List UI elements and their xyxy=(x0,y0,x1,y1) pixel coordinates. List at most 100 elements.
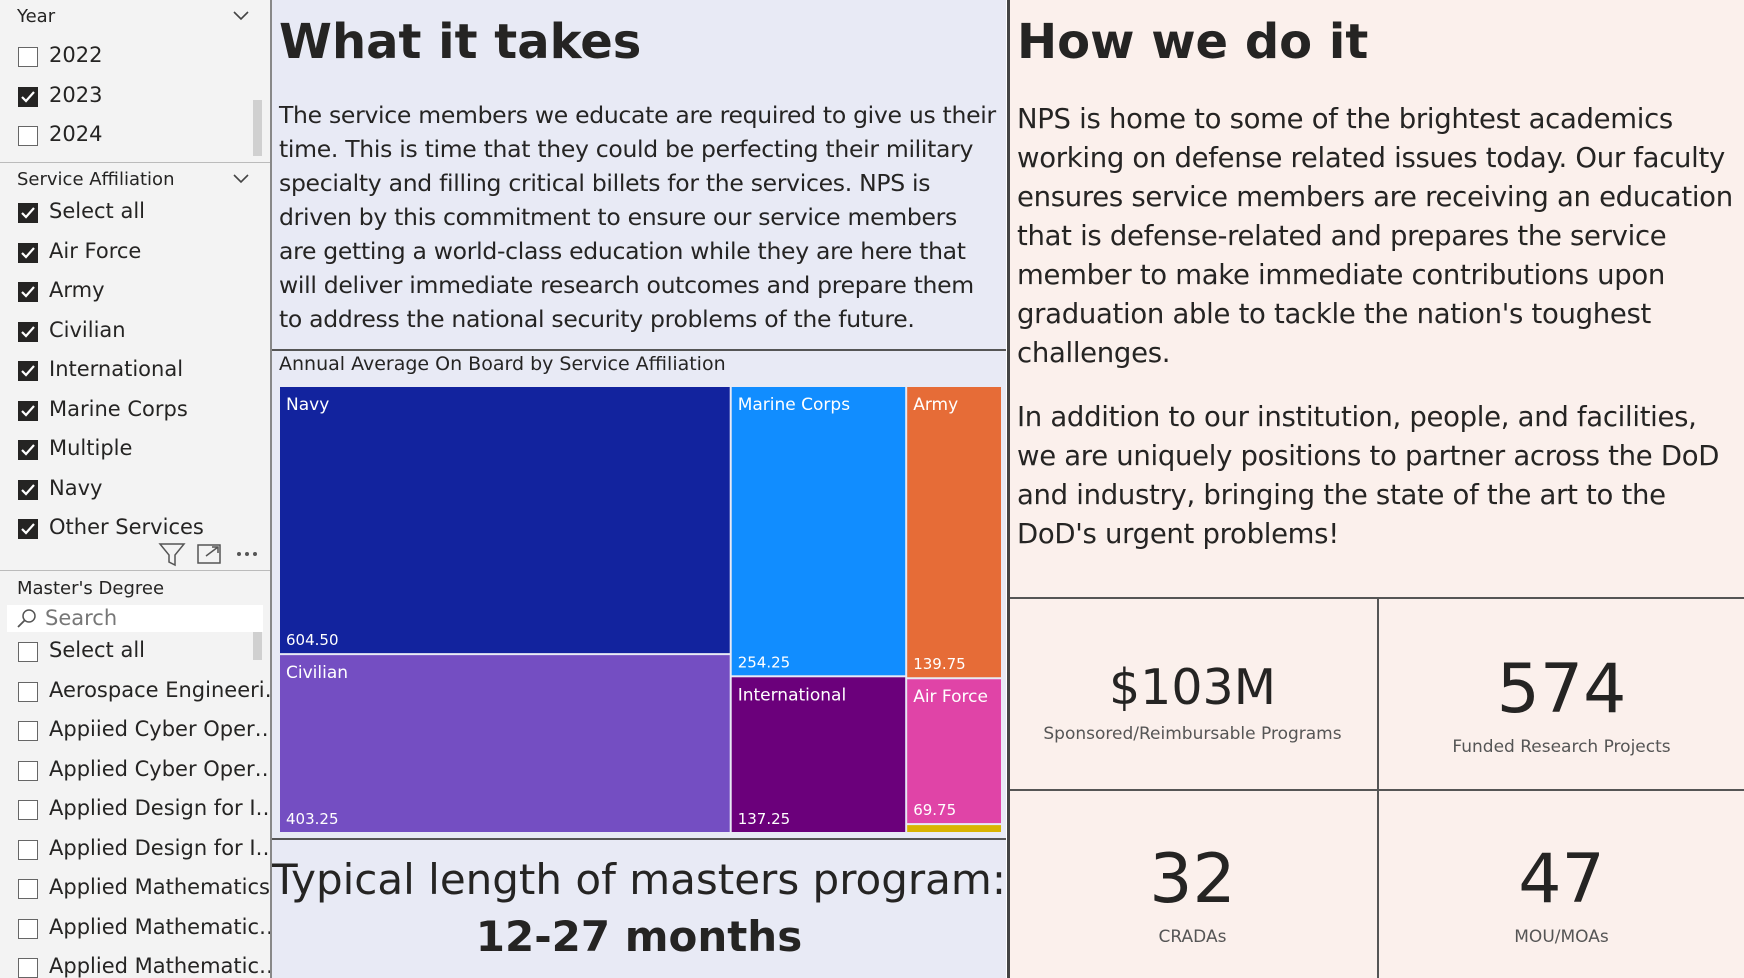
checkbox[interactable] xyxy=(18,800,38,820)
chevron[interactable] xyxy=(232,8,250,22)
divider xyxy=(0,162,270,163)
checkbox[interactable] xyxy=(18,721,38,741)
tile-value: 69.75 xyxy=(913,801,956,819)
slicer-item[interactable]: Air Force xyxy=(49,238,142,263)
checkbox[interactable] xyxy=(18,361,38,381)
checkbox[interactable] xyxy=(18,918,38,939)
checkbox[interactable] xyxy=(18,203,38,223)
slicer-item[interactable]: Other Services xyxy=(49,515,204,539)
slicer-panel: Year 2022 2023 2024 Service Affiliation Selec… xyxy=(0,0,270,978)
kpi-label: Funded Research Projects xyxy=(1452,737,1671,757)
kpi-value: $103M xyxy=(1109,659,1276,716)
slicer-item[interactable]: Applied Mathematic… xyxy=(49,954,270,978)
checkbox[interactable] xyxy=(18,839,38,860)
scrollbar[interactable] xyxy=(253,632,262,660)
tile-value: 604.50 xyxy=(286,631,339,649)
visual-header xyxy=(150,536,270,570)
search-placeholder: Search xyxy=(45,606,118,630)
slicer-item[interactable]: Applied Design for I… xyxy=(49,796,270,820)
checkbox[interactable] xyxy=(18,126,38,146)
heading: What it takes xyxy=(279,14,642,70)
tile-label: Marine Corps xyxy=(738,395,850,415)
slicer-title: Master's Degree xyxy=(17,578,165,599)
slicer-item[interactable]: 2024 xyxy=(49,122,103,146)
kpi-label: CRADAs xyxy=(1158,927,1227,947)
divider xyxy=(272,838,1006,840)
search-icon xyxy=(17,609,36,628)
checkbox[interactable] xyxy=(18,958,38,978)
slicer-item[interactable]: Army xyxy=(49,278,105,302)
checkbox[interactable] xyxy=(18,760,38,781)
treemap-tile[interactable] xyxy=(280,655,730,832)
checkbox[interactable] xyxy=(18,400,38,421)
checkbox[interactable] xyxy=(18,47,38,67)
checkbox[interactable] xyxy=(18,321,38,342)
slicer-item[interactable]: International xyxy=(49,357,184,381)
slicer-item[interactable]: Applied Mathematics xyxy=(49,875,270,899)
tile-label: Air Force xyxy=(913,687,988,707)
kpi-value: 47 xyxy=(1518,840,1605,919)
paragraph: NPS is home to some of the brightest aca… xyxy=(1017,103,1733,369)
checkmark xyxy=(21,483,35,496)
divider xyxy=(1007,0,1010,978)
slicer-item[interactable]: Appiied Cyber Oper… xyxy=(49,717,270,741)
treemap-tile[interactable] xyxy=(731,387,906,676)
checkmark xyxy=(21,365,35,377)
checkbox[interactable] xyxy=(18,879,38,899)
divider xyxy=(272,349,1006,351)
tile-label: Civilian xyxy=(286,663,348,683)
slicer-item[interactable]: Multiple xyxy=(49,436,133,460)
checkbox[interactable] xyxy=(18,479,38,500)
chart-title: Annual Average On Board by Service Affil… xyxy=(279,353,726,375)
slicer-item[interactable]: Applied Mathematic… xyxy=(49,914,270,939)
divider xyxy=(0,570,270,571)
checkmark xyxy=(21,90,35,103)
kpi-label: MOU/MOAs xyxy=(1514,927,1609,947)
slicer-item[interactable]: Aerospace Engineeri… xyxy=(49,677,270,702)
checkmark xyxy=(21,286,35,298)
treemap-tile[interactable] xyxy=(731,677,906,832)
checkbox[interactable] xyxy=(18,681,38,702)
slicer-item[interactable]: 2022 xyxy=(49,43,103,67)
checkbox[interactable] xyxy=(18,519,38,539)
checkbox[interactable] xyxy=(18,440,38,460)
tile-label: Navy xyxy=(286,395,329,415)
what-it-takes-panel: What it takes The service members we educ… xyxy=(272,0,1006,978)
heading: How we do it xyxy=(1017,14,1369,70)
slicer-item[interactable]: Navy xyxy=(49,475,103,500)
slicer-item[interactable]: Select all xyxy=(49,638,145,662)
checkbox[interactable] xyxy=(18,86,38,107)
treemap-tile[interactable] xyxy=(280,387,730,654)
treemap-tile[interactable] xyxy=(907,679,1001,824)
tile-value: 403.25 xyxy=(286,810,339,828)
tile-label: Army xyxy=(913,395,958,415)
kpi-value: 574 xyxy=(1496,650,1627,729)
slicer-item[interactable]: Applied Design for I… xyxy=(49,835,270,860)
checkbox[interactable] xyxy=(18,242,38,263)
checkbox[interactable] xyxy=(18,282,38,302)
search-box[interactable]: Search xyxy=(7,605,263,632)
program-length-value: 12-27 months xyxy=(475,912,803,961)
slicer-item[interactable]: Applied Cyber Oper… xyxy=(49,756,270,781)
slicer-item[interactable]: Select all xyxy=(49,199,145,223)
paragraph: In addition to our institution, people, … xyxy=(1017,401,1720,550)
checkmark xyxy=(21,444,35,456)
header-icons[interactable] xyxy=(150,536,270,570)
slicer-item[interactable]: 2023 xyxy=(49,82,103,107)
scrollbar[interactable] xyxy=(253,100,262,156)
chevron[interactable] xyxy=(232,171,250,185)
checkmark xyxy=(21,404,35,417)
treemap: Navy 604.50 Civilian 403.25 Marine Corps 254.… xyxy=(280,387,1001,832)
tile-label: International xyxy=(738,685,847,705)
paragraph: The service members we educate are requi… xyxy=(279,101,996,333)
checkmark xyxy=(21,246,35,259)
slicer-title: Service Affiliation xyxy=(17,169,175,190)
treemap-tile[interactable] xyxy=(907,387,1001,678)
slicer-item[interactable]: Marine Corps xyxy=(49,396,188,421)
checkbox[interactable] xyxy=(18,642,38,662)
treemap-tile[interactable] xyxy=(907,825,1001,832)
slicer-item[interactable]: Civilian xyxy=(49,317,126,342)
checkmark xyxy=(21,325,35,338)
divider xyxy=(1377,597,1379,978)
